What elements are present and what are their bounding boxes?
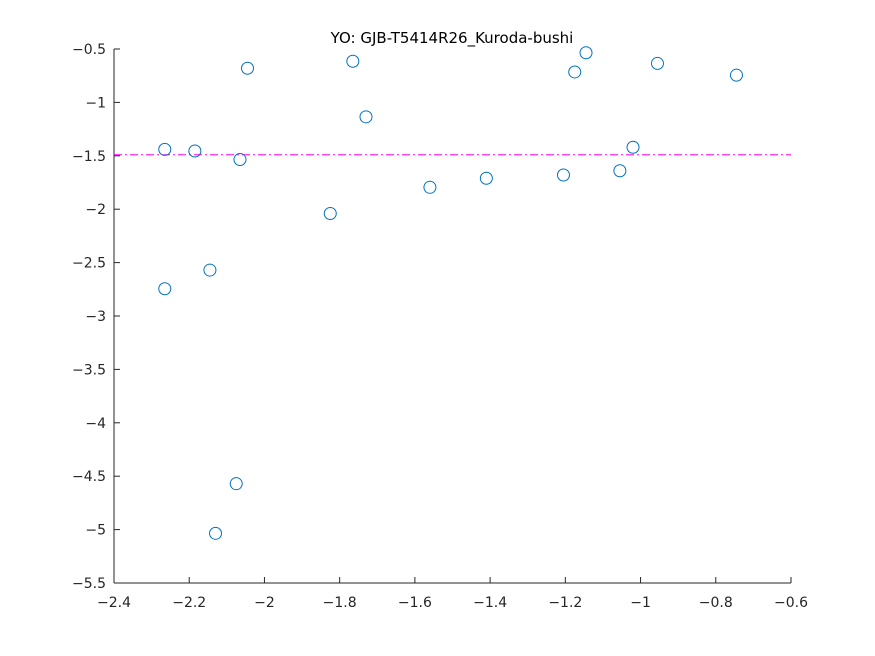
data-point (209, 526, 223, 540)
y-axis-ticks: −0.5 −1 −1.5 −2 −2.5 −3 −3.5 −4 −4.5 −5 −5.5 (72, 42, 120, 592)
data-point (158, 142, 172, 156)
x-tick-label: −2.2 (172, 595, 206, 611)
data-point (229, 477, 243, 491)
data-point (346, 54, 360, 68)
y-tick-label: −0.5 (72, 42, 106, 58)
data-point (613, 164, 627, 178)
y-tick-label: −1.5 (72, 149, 106, 165)
data-point (203, 263, 217, 277)
data-point (423, 180, 437, 194)
data-point (626, 140, 640, 154)
y-tick-label: −5 (85, 523, 106, 539)
y-tick-label: −1 (85, 95, 106, 111)
data-point (241, 61, 255, 75)
data-point (158, 282, 172, 296)
x-tick-label: −1.2 (548, 595, 582, 611)
data-point (568, 65, 582, 79)
data-point (359, 110, 373, 124)
y-tick-label: −2 (85, 202, 106, 218)
y-tick-label: −3.5 (72, 362, 106, 378)
data-point (650, 56, 664, 70)
data-point (579, 46, 593, 60)
x-tick-label: −1 (630, 595, 651, 611)
x-tick-label: −0.8 (699, 595, 733, 611)
data-point (729, 68, 743, 82)
y-tick-label: −2.5 (72, 256, 106, 272)
chart-title: YO: GJB-T5414R26_Kuroda-bushi (330, 29, 574, 48)
data-point (323, 206, 337, 220)
x-tick-label: −1.6 (398, 595, 432, 611)
data-point (233, 153, 247, 167)
x-tick-label: −0.6 (774, 595, 808, 611)
x-tick-label: −2 (254, 595, 275, 611)
y-tick-label: −4 (85, 416, 106, 432)
x-tick-label: −1.4 (473, 595, 507, 611)
y-tick-label: −5.5 (72, 576, 106, 592)
data-points (158, 46, 743, 540)
x-axis-ticks: −2.4 −2.2 −2 −1.8 −1.6 −1.4 −1.2 −1 −0.8 −0.6 (97, 577, 808, 611)
data-point (479, 171, 493, 185)
y-tick-label: −3 (85, 309, 106, 325)
data-point (556, 168, 570, 182)
plot-area (114, 49, 791, 583)
data-point (188, 144, 202, 158)
y-tick-label: −4.5 (72, 469, 106, 485)
x-tick-label: −1.8 (323, 595, 357, 611)
x-tick-label: −2.4 (97, 595, 131, 611)
